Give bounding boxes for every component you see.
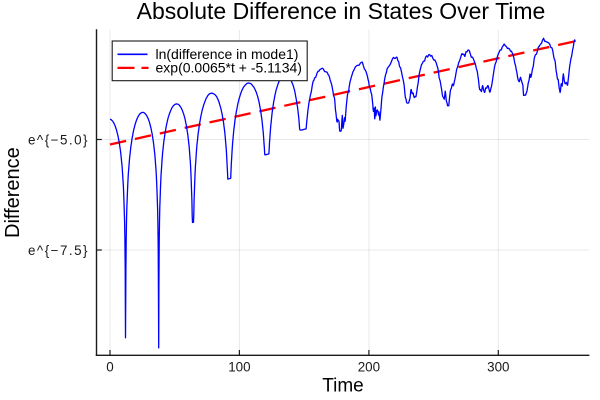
svg-text:ln(difference in mode1): ln(difference in mode1): [156, 46, 299, 62]
svg-text:Time: Time: [322, 376, 364, 397]
svg-text:300: 300: [487, 360, 509, 375]
svg-text:Difference: Difference: [2, 147, 24, 238]
svg-text:200: 200: [358, 360, 380, 375]
svg-text:e^{−5.0}: e^{−5.0}: [28, 132, 88, 147]
svg-text:e^{−7.5}: e^{−7.5}: [28, 243, 88, 258]
svg-text:100: 100: [228, 360, 250, 375]
svg-text:0: 0: [106, 360, 113, 375]
svg-text:Absolute Difference in States: Absolute Difference in States Over Time: [137, 0, 546, 24]
svg-text:exp(0.0065*t + -5.1134): exp(0.0065*t + -5.1134): [156, 59, 302, 75]
